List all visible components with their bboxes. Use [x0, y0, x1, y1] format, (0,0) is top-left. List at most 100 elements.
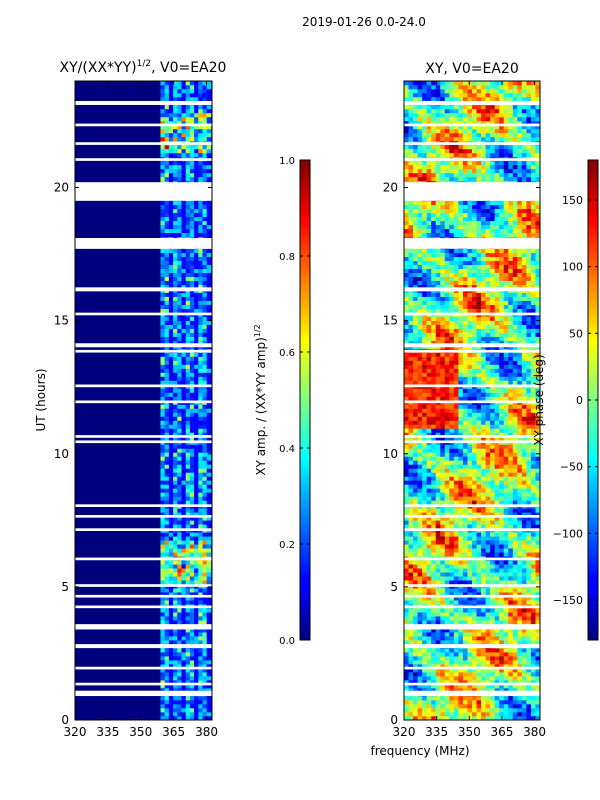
phase-cell — [444, 448, 450, 453]
amplitude-cell — [164, 280, 170, 285]
amplitude-cell — [206, 308, 212, 313]
phase-cell — [494, 324, 500, 329]
amplitude-cell — [168, 88, 174, 94]
amplitude-cell — [189, 84, 195, 90]
phase-cell — [481, 672, 486, 677]
phase-cell — [512, 420, 518, 425]
phase-cell — [472, 648, 477, 653]
amplitude-cell — [164, 620, 170, 625]
amplitude-cell — [202, 512, 207, 517]
amplitude-cell — [185, 540, 191, 545]
amplitude-cell — [160, 496, 165, 501]
amplitude-flag-gap — [75, 158, 212, 161]
amplitude-cell — [189, 92, 195, 98]
phase-cell — [426, 596, 432, 601]
phase-cell — [404, 564, 409, 569]
amplitude-cell — [164, 664, 170, 669]
amplitude-cell — [206, 456, 212, 461]
phase-cell — [453, 676, 459, 681]
phase-cell — [499, 596, 505, 601]
phase-cell — [458, 428, 464, 433]
amplitude-cell — [198, 672, 203, 677]
phase-cell — [462, 564, 468, 569]
amplitude-cell — [185, 536, 191, 541]
phase-cell — [490, 444, 495, 449]
phase-cell — [444, 668, 450, 673]
amplitude-cell — [173, 276, 178, 281]
amplitude-cell — [173, 564, 178, 569]
amplitude-cell — [194, 92, 199, 98]
phase-cell — [530, 524, 536, 529]
amplitude-cell — [164, 356, 170, 361]
amplitude-cell — [181, 512, 186, 517]
amplitude-cell — [189, 116, 195, 122]
phase-cell — [435, 420, 441, 425]
phase-cell — [408, 484, 414, 489]
amplitude-cell — [194, 548, 199, 553]
phase-cell — [499, 684, 505, 689]
phase-cell — [467, 696, 473, 701]
phase-cell — [435, 640, 441, 645]
phase-cell — [508, 588, 514, 593]
phase-cell — [440, 520, 446, 525]
amplitude-cell — [185, 648, 191, 653]
amplitude-cell — [194, 360, 199, 365]
phase-cell — [462, 552, 468, 557]
phase-cell — [467, 388, 473, 393]
amplitude-cell — [168, 612, 174, 617]
phase-cell — [417, 680, 423, 685]
amplitude-cell — [181, 160, 186, 166]
phase-cell — [431, 416, 437, 421]
phase-cell — [530, 408, 536, 413]
amplitude-cell — [194, 416, 199, 421]
amplitude-cell — [168, 120, 174, 126]
phase-cell — [404, 684, 409, 689]
amplitude-cell — [189, 332, 195, 337]
amplitude-cell — [185, 548, 191, 553]
phase-cell — [494, 660, 500, 665]
phase-cell — [458, 404, 464, 409]
phase-cell — [431, 700, 437, 705]
phase-cell — [449, 408, 455, 413]
phase-cell — [417, 448, 423, 453]
amplitude-cell — [189, 144, 195, 150]
phase-cell — [512, 412, 518, 417]
amplitude-cell — [202, 524, 207, 529]
phase-cell — [535, 540, 540, 545]
phase-cell — [476, 680, 482, 685]
amplitude-cell — [181, 652, 186, 657]
amplitude-cell — [181, 484, 186, 489]
phase-cell — [512, 712, 518, 717]
phase-cell — [462, 356, 468, 361]
phase-cell — [453, 452, 459, 457]
amplitude-cell — [202, 628, 207, 633]
phase-cell — [417, 324, 423, 329]
phase-cell — [435, 532, 441, 537]
amplitude-cell — [185, 364, 191, 369]
phase-cell — [521, 708, 527, 713]
phase-cell — [508, 480, 514, 485]
phase-cell — [535, 612, 540, 617]
phase-cell — [472, 336, 477, 341]
amplitude-cell — [198, 704, 203, 709]
amplitude-cell — [164, 568, 170, 573]
phase-cell — [408, 600, 414, 605]
amplitude-cell — [189, 260, 195, 266]
phase-cell — [449, 684, 455, 689]
phase-cell — [517, 388, 523, 393]
phase-cell — [517, 416, 523, 421]
amplitude-cell — [164, 488, 170, 493]
amplitude-cell — [185, 460, 191, 465]
amplitude-cell — [173, 104, 178, 110]
phase-cell — [485, 468, 491, 473]
phase-cell — [512, 672, 518, 677]
amplitude-cell — [173, 256, 178, 262]
phase-cell — [422, 588, 427, 593]
amplitude-cell — [181, 228, 186, 234]
phase-cell — [512, 460, 518, 465]
phase-cell — [476, 684, 482, 689]
amplitude-cell — [160, 412, 165, 417]
amplitude-cell — [206, 444, 212, 449]
phase-cell — [481, 332, 486, 337]
phase-cell — [499, 568, 505, 573]
